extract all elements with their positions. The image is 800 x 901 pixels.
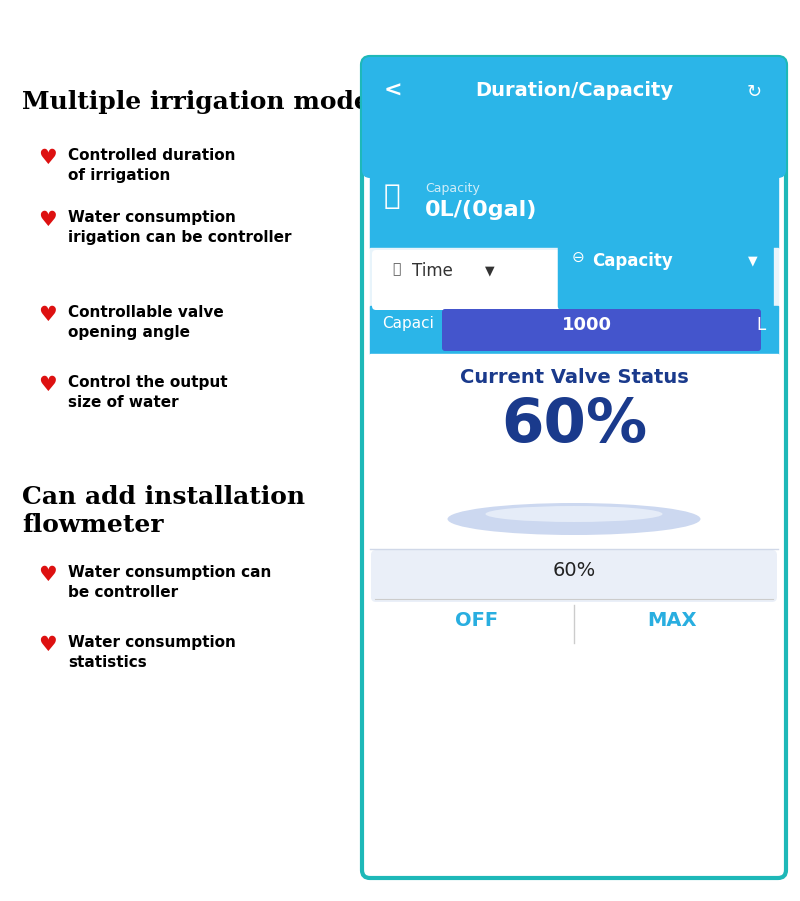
Text: ♥: ♥ [38, 375, 58, 395]
Text: 60%: 60% [552, 561, 596, 580]
FancyBboxPatch shape [362, 57, 786, 178]
Bar [370, 154, 778, 170]
Text: Duration/Capacity: Duration/Capacity [475, 81, 673, 100]
Text: ♥: ♥ [38, 635, 58, 655]
Text: Capaci: Capaci [382, 316, 434, 331]
Bar [562, 300, 770, 310]
Text: Can add installation
flowmeter: Can add installation flowmeter [22, 485, 305, 537]
Text: ♥: ♥ [38, 148, 58, 168]
Text: Water consumption
statistics: Water consumption statistics [68, 635, 236, 670]
Bar [370, 248, 778, 311]
FancyBboxPatch shape [372, 250, 568, 310]
Text: Capacity: Capacity [425, 182, 480, 195]
Text: Controlled duration
of irrigation: Controlled duration of irrigation [68, 148, 235, 184]
Text: Time: Time [412, 262, 453, 280]
Text: Capacity: Capacity [592, 252, 673, 270]
Ellipse shape [486, 506, 662, 522]
FancyBboxPatch shape [442, 309, 761, 351]
Text: ⌛: ⌛ [384, 182, 401, 210]
Text: Current Valve Status: Current Valve Status [460, 368, 688, 387]
Text: ♥: ♥ [38, 305, 58, 325]
Text: Water consumption can
be controller: Water consumption can be controller [68, 565, 271, 600]
Text: ⏰: ⏰ [392, 262, 400, 276]
Ellipse shape [447, 503, 701, 535]
Text: Control the output
size of water: Control the output size of water [68, 375, 228, 410]
Text: ♥: ♥ [38, 565, 58, 585]
Bar [370, 306, 778, 354]
Text: OFF: OFF [454, 611, 498, 630]
Text: Multiple irrigation mode: Multiple irrigation mode [22, 90, 370, 114]
Bar [370, 354, 778, 549]
Text: ♥: ♥ [38, 210, 58, 230]
Bar [370, 649, 778, 870]
Text: Controllable valve
opening angle: Controllable valve opening angle [68, 305, 224, 341]
Text: 60%: 60% [501, 396, 647, 455]
FancyBboxPatch shape [362, 57, 786, 878]
Bar [370, 170, 778, 248]
FancyBboxPatch shape [371, 550, 777, 602]
Text: ▼: ▼ [485, 264, 494, 277]
FancyBboxPatch shape [558, 240, 774, 310]
Text: MAX: MAX [647, 611, 697, 630]
Text: <: < [384, 81, 402, 101]
Text: ⊖: ⊖ [572, 250, 585, 265]
Text: 0L/(0gal): 0L/(0gal) [425, 200, 538, 220]
Text: Water consumption
irigation can be controller: Water consumption irigation can be contr… [68, 210, 291, 245]
Text: 1000: 1000 [562, 316, 611, 334]
Text: ↻: ↻ [747, 83, 762, 101]
Text: ▼: ▼ [748, 254, 758, 267]
Text: L: L [757, 316, 766, 334]
